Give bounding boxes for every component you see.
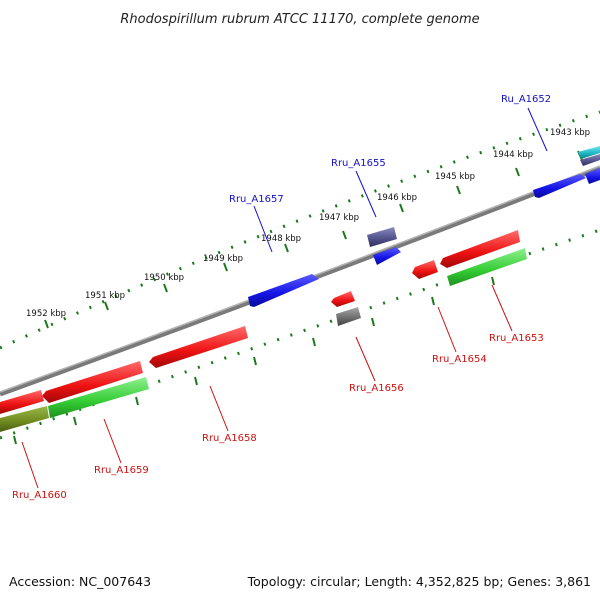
gene-rru-a1653-red <box>440 230 520 268</box>
label-rru-a1659: Rru_A1659 <box>94 465 149 476</box>
label-rru-a1660: Rru_A1660 <box>12 490 67 501</box>
scale-label-1945: 1945 kbp <box>435 172 475 182</box>
leader-rru-a1655 <box>355 170 377 218</box>
label-rru-a1653: Rru_A1653 <box>489 333 544 344</box>
reverse-labels: Rru_A1653 Rru_A1654 Rru_A1656 Rru_A1658 … <box>12 333 544 501</box>
gene-blue-small <box>373 247 401 265</box>
leader-rru-a1656 <box>355 336 376 382</box>
gene-rru-a1655-small <box>367 227 397 247</box>
scale-label-1943: 1943 kbp <box>550 128 590 138</box>
gene-right-edge-cyan <box>578 146 600 159</box>
gene-rru-a1652-arrow <box>533 174 586 198</box>
gene-rru-a1660-olive <box>0 406 49 432</box>
gene-rru-a1656-gray <box>336 307 361 326</box>
gene-rru-a1659-red <box>42 361 143 403</box>
footer-summary: Topology: circular; Length: 4,352,825 bp… <box>247 574 591 589</box>
gene-red-small <box>331 291 355 307</box>
scale-label-1944: 1944 kbp <box>493 150 533 160</box>
label-rru-a1654: Rru_A1654 <box>432 354 487 365</box>
label-rru-a1658: Rru_A1658 <box>202 433 257 444</box>
label-rru-a1657: Rru_A1657 <box>229 194 284 205</box>
label-rru-a1656: Rru_A1656 <box>349 383 404 394</box>
leader-rru-a1654 <box>437 306 457 353</box>
scale-label-1949: 1949 kbp <box>203 254 243 264</box>
outer-tick-ring <box>0 110 600 350</box>
gene-right-edge-navy <box>580 154 600 166</box>
leader-rru-a1653 <box>491 284 513 332</box>
leader-rru-a1660 <box>21 441 39 489</box>
outer-major-ticks <box>44 150 583 329</box>
gene-left-edge-red <box>0 390 44 414</box>
map-title: Rhodospirillum rubrum ATCC 11170, comple… <box>120 12 479 27</box>
gene-rru-a1654-red <box>412 260 438 279</box>
reverse-genes <box>0 230 527 432</box>
gene-rru-a1657-arrow <box>248 274 319 307</box>
scale-label-1948: 1948 kbp <box>261 234 301 244</box>
scale-label-1950: 1950 kbp <box>144 273 184 283</box>
scale-label-1946: 1946 kbp <box>377 193 417 203</box>
gene-rru-a1653-green <box>447 248 527 286</box>
scale-label-1951: 1951 kbp <box>85 291 125 301</box>
footer-accession: Accession: NC_007643 <box>9 574 151 589</box>
leader-rru-a1652 <box>527 107 548 152</box>
leader-rru-a1658 <box>209 385 229 432</box>
gene-rru-a1658-red <box>149 326 248 368</box>
gene-rru-a1659-green <box>48 377 149 418</box>
leader-lines <box>21 107 548 489</box>
scale-labels: 1943 kbp 1944 kbp 1945 kbp 1946 kbp 1947… <box>26 128 590 319</box>
leader-rru-a1659 <box>103 418 122 464</box>
gene-right-edge-blue <box>585 168 600 184</box>
forward-labels: Ru_A1652 Rru_A1655 Rru_A1657 <box>229 94 551 205</box>
scale-label-1947: 1947 kbp <box>319 213 359 223</box>
leader-rru-a1657 <box>253 205 273 253</box>
label-rru-a1652: Ru_A1652 <box>501 94 551 105</box>
inner-major-ticks <box>13 276 495 445</box>
scale-label-1952: 1952 kbp <box>26 309 66 319</box>
forward-genes <box>248 146 600 307</box>
label-rru-a1655: Rru_A1655 <box>331 158 386 169</box>
